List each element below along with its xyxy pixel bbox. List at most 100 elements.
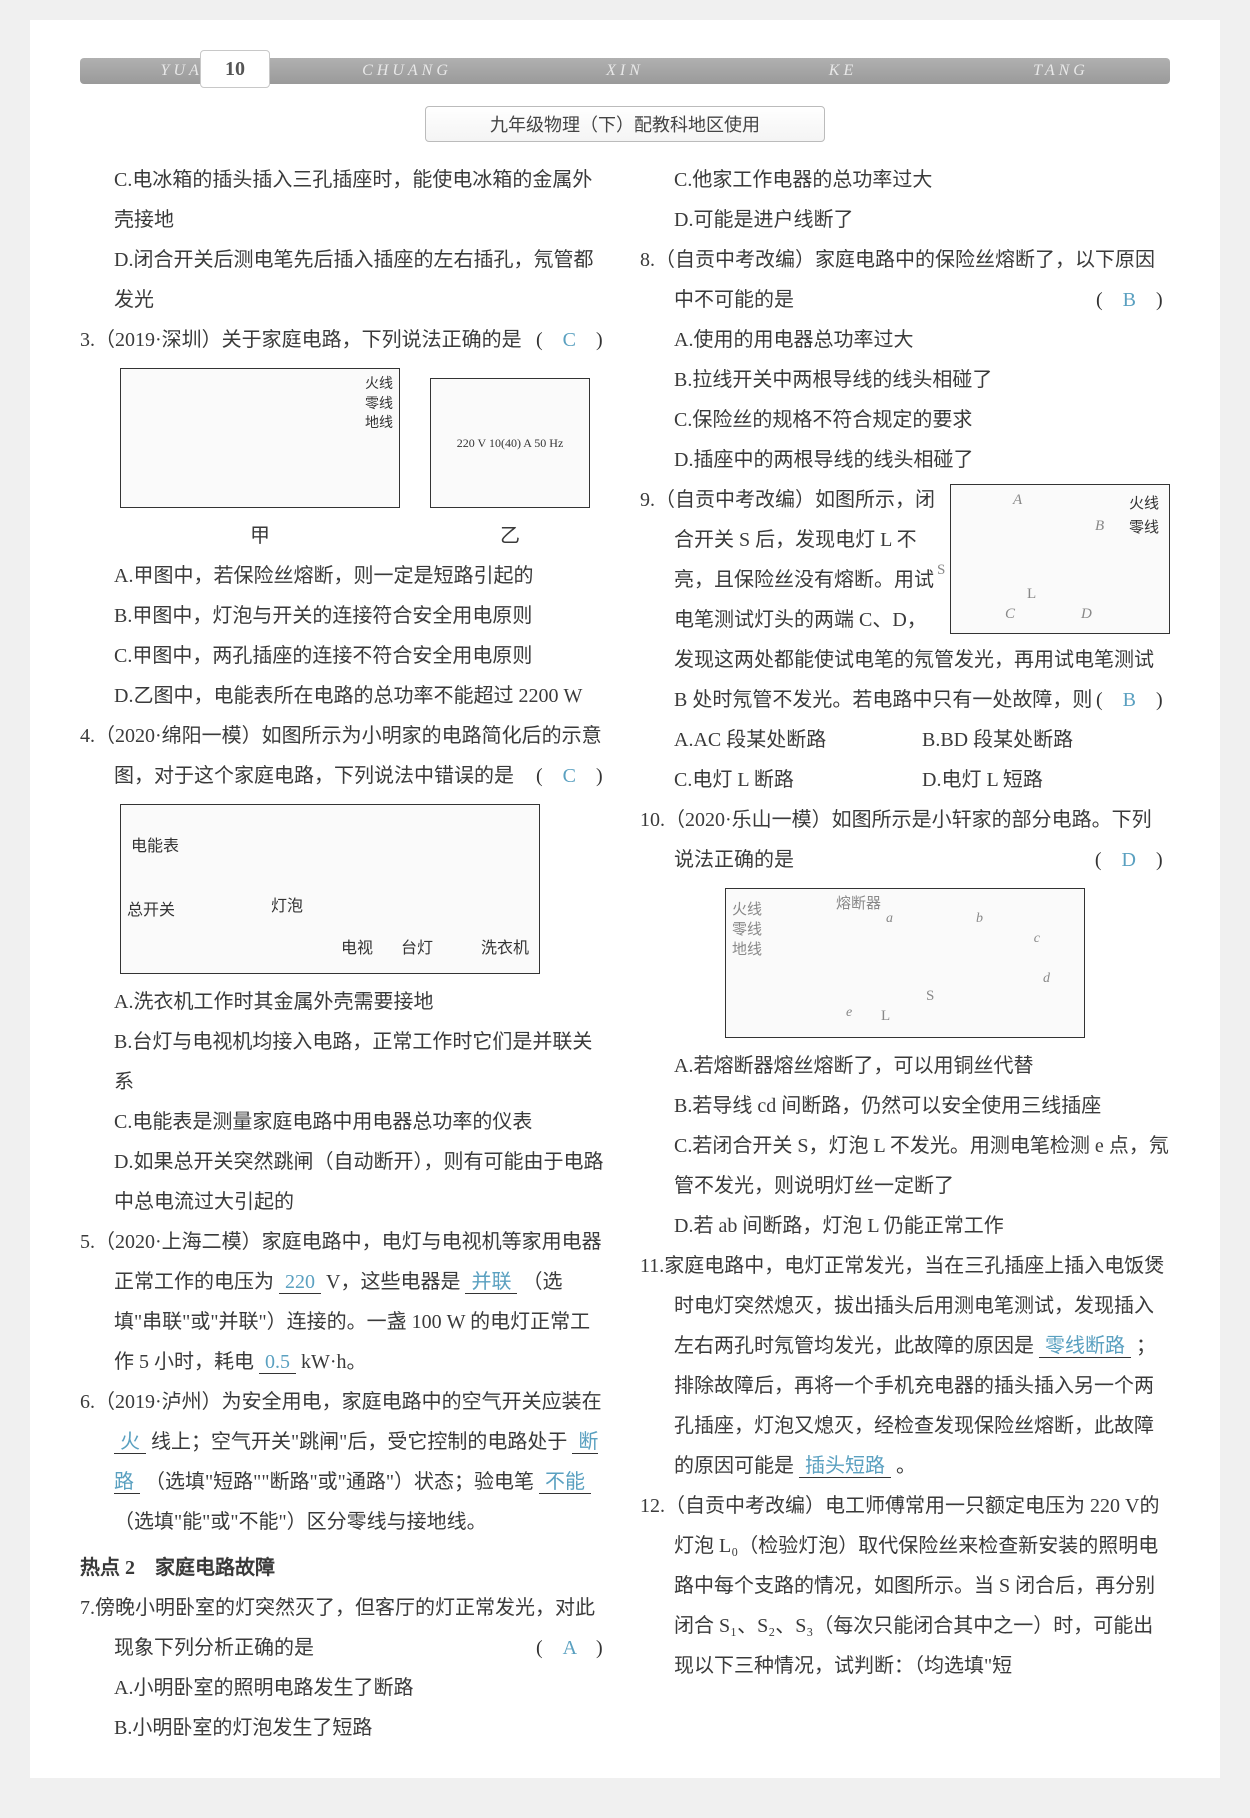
node-label: e [846, 999, 852, 1027]
q-option: C.他家工作电器的总功率过大 [640, 160, 1170, 200]
q11-fill: 零线断路 [1039, 1335, 1131, 1358]
diag-label: 电能表 [131, 831, 179, 863]
q8-answer: B [1130, 280, 1170, 320]
q10-diagram: 火线 零线 地线 熔断器 a b c d e S L [725, 888, 1085, 1038]
q10-answer: D [1129, 840, 1170, 880]
q-option: C.保险丝的规格不符合规定的要求 [640, 400, 1170, 440]
q10-stem-text: 10.（2020·乐山一模）如图所示是小轩家的部分电路。下列说法正确的是 [640, 809, 1152, 871]
q6-part: （选填"能"或"不能"）区分零线与接地线。 [114, 1511, 487, 1533]
q-option: C.电能表是测量家庭电路中用电器总功率的仪表 [80, 1102, 610, 1142]
q9-answer: B [1130, 680, 1170, 720]
content-columns: C.电冰箱的插头插入三孔插座时，能使电冰箱的金属外壳接地 D.闭合开关后测电笔先… [80, 160, 1170, 1748]
node-label: d [1043, 965, 1050, 993]
q3-stem-text: 3.（2019·深圳）关于家庭电路，下列说法正确的是 [80, 329, 522, 351]
diag-label: 灯泡 [271, 891, 303, 923]
q7-stem: 7.傍晚小明卧室的灯突然灭了，但客厅的灯正常发光，对此现象下列分析正确的是 A [80, 1588, 610, 1668]
q5: 5.（2020·上海二模）家庭电路中，电灯与电视机等家用电器正常工作的电压为 2… [80, 1222, 610, 1382]
q6: 6.（2019·泸州）为安全用电，家庭电路中的空气开关应装在 火 线上；空气开关… [80, 1382, 610, 1542]
q11-fill: 插头短路 [799, 1455, 891, 1478]
node-label: S [926, 981, 934, 1011]
q11: 11.家庭电路中，电灯正常发光，当在三孔插座上插入电饭煲时电灯突然熄灭，拔出插头… [640, 1246, 1170, 1486]
left-column: C.电冰箱的插头插入三孔插座时，能使电冰箱的金属外壳接地 D.闭合开关后测电笔先… [80, 160, 610, 1748]
q4-answer: C [570, 756, 610, 796]
q-option: A.使用的用电器总功率过大 [640, 320, 1170, 360]
q-option: D.闭合开关后测电笔先后插入插座的左右插孔，氖管都发光 [80, 240, 610, 320]
q5-part: V，这些电器是 [326, 1271, 460, 1293]
node-label: a [886, 905, 893, 933]
q5-fill: 并联 [465, 1271, 517, 1294]
q6-fill: 火 [114, 1431, 146, 1454]
q4-stem: 4.（2020·绵阳一模）如图所示为小明家的电路简化后的示意图，对于这个家庭电路… [80, 716, 610, 796]
q-option: B.小明卧室的灯泡发生了短路 [80, 1708, 610, 1748]
q7-answer: A [570, 1628, 610, 1668]
q-option: B.若导线 cd 间断路，仍然可以安全使用三线插座 [640, 1086, 1170, 1126]
q6-part: 6.（2019·泸州）为安全用电，家庭电路中的空气开关应装在 [80, 1391, 602, 1413]
q-option: A.小明卧室的照明电路发生了断路 [80, 1668, 610, 1708]
diag-label: 洗衣机 [481, 933, 529, 965]
diag-label: 台灯 [401, 933, 433, 965]
q9-diagram: 火线 零线 A B S L C D [950, 484, 1170, 634]
q3-stem: 3.（2019·深圳）关于家庭电路，下列说法正确的是 C [80, 320, 610, 360]
q12-stem: 12.（自贡中考改编）电工师傅常用一只额定电压为 220 V的灯泡 L₀（检验灯… [640, 1486, 1170, 1686]
right-column: C.他家工作电器的总功率过大 D.可能是进户线断了 8.（自贡中考改编）家庭电路… [640, 160, 1170, 1748]
subtitle: 九年级物理（下）配教科地区使用 [425, 106, 825, 142]
q-option: D.若 ab 间断路，灯泡 L 仍能正常工作 [640, 1206, 1170, 1246]
q-option: B.拉线开关中两根导线的线头相碰了 [640, 360, 1170, 400]
q-option: C.电灯 L 断路 [674, 760, 922, 800]
q-option: D.可能是进户线断了 [640, 200, 1170, 240]
q-option: D.插座中的两根导线的线头相碰了 [640, 440, 1170, 480]
node-label: L [881, 1001, 890, 1031]
q10-stem: 10.（2020·乐山一模）如图所示是小轩家的部分电路。下列说法正确的是 D [640, 800, 1170, 880]
q-option: A.洗衣机工作时其金属外壳需要接地 [80, 982, 610, 1022]
q8-stem-text: 8.（自贡中考改编）家庭电路中的保险丝熔断了，以下原因中不可能的是 [640, 249, 1155, 311]
q6-part: （选填"短路""断路"或"通路"）状态；验电笔 [145, 1471, 534, 1493]
q-option: A.AC 段某处断路 [674, 720, 922, 760]
q8-stem: 8.（自贡中考改编）家庭电路中的保险丝熔断了，以下原因中不可能的是 B [640, 240, 1170, 320]
ribbon-seg: XIN [516, 62, 734, 80]
q-option: B.BD 段某处断路 [922, 720, 1170, 760]
q-option: D.电灯 L 短路 [922, 760, 1170, 800]
q6-part: 线上；空气开关"跳闸"后，受它控制的电路处于 [151, 1431, 567, 1453]
wire-label: 地线 [365, 414, 393, 434]
diag-label: 熔断器 [836, 889, 881, 919]
q9-stem: 火线 零线 A B S L C D 9.（自贡中考改编）如图所示，闭合开关 S … [640, 480, 1170, 720]
q7-stem-text: 7.傍晚小明卧室的灯突然灭了，但客厅的灯正常发光，对此现象下列分析正确的是 [80, 1597, 595, 1659]
node-label: b [976, 905, 983, 933]
node-label: c [1034, 925, 1040, 953]
q3-label-jia: 甲 [120, 516, 400, 556]
q5-part: kW·h。 [301, 1351, 367, 1373]
page-number-badge: 10 [200, 50, 270, 88]
wire-label: 零线 [365, 395, 393, 415]
q-option: C.甲图中，两孔插座的连接不符合安全用电原则 [80, 636, 610, 676]
q5-fill: 0.5 [259, 1351, 296, 1374]
q4-diagram: 电能表 总开关 灯泡 电视 台灯 洗衣机 [120, 804, 540, 974]
q-option: D.如果总开关突然跳闸（自动断开），则有可能由于电路中总电流过大引起的 [80, 1142, 610, 1222]
meter-label: 220 V 10(40) A 50 Hz [457, 431, 564, 455]
q3-diagram-jia: 火线 零线 地线 [120, 368, 400, 508]
q-option: D.乙图中，电能表所在电路的总功率不能超过 2200 W [80, 676, 610, 716]
top-bar: YUAN CHUANG XIN KE TANG 10 [80, 50, 1170, 98]
diag-label: 电视 [341, 933, 373, 965]
q3-label-yi: 乙 [430, 516, 590, 556]
q-option: C.若闭合开关 S，灯泡 L 不发光。用测电笔检测 e 点，氖管不发光，则说明灯… [640, 1126, 1170, 1206]
wire-label: 火线 [365, 375, 393, 395]
q4-stem-text: 4.（2020·绵阳一模）如图所示为小明家的电路简化后的示意图，对于这个家庭电路… [80, 725, 602, 787]
q-option: A.甲图中，若保险丝熔断，则一定是短路引起的 [80, 556, 610, 596]
q-option: A.若熔断器熔丝熔断了，可以用铜丝代替 [640, 1046, 1170, 1086]
diag-label: 总开关 [127, 895, 175, 927]
q-option: C.电冰箱的插头插入三孔插座时，能使电冰箱的金属外壳接地 [80, 160, 610, 240]
q5-fill: 220 [279, 1271, 321, 1294]
q9-options-row: A.AC 段某处断路 B.BD 段某处断路 [640, 720, 1170, 760]
q6-fill: 不能 [539, 1471, 591, 1494]
ribbon-seg: CHUANG [298, 62, 516, 80]
q9-options-row: C.电灯 L 断路 D.电灯 L 短路 [640, 760, 1170, 800]
hotpoint-2: 热点 2 家庭电路故障 [80, 1548, 610, 1588]
wire-label: 地线 [732, 935, 762, 965]
q-option: B.台灯与电视机均接入电路，正常工作时它们是并联关系 [80, 1022, 610, 1102]
q3-diagrams: 火线 零线 地线 甲 220 V 10(40) A 50 Hz 乙 [80, 360, 610, 556]
q3-answer: C [570, 320, 610, 360]
ribbon-seg: TANG [952, 62, 1170, 80]
ribbon-seg: KE [734, 62, 952, 80]
q11-part: 。 [896, 1455, 916, 1477]
q3-diagram-yi: 220 V 10(40) A 50 Hz [430, 378, 590, 508]
